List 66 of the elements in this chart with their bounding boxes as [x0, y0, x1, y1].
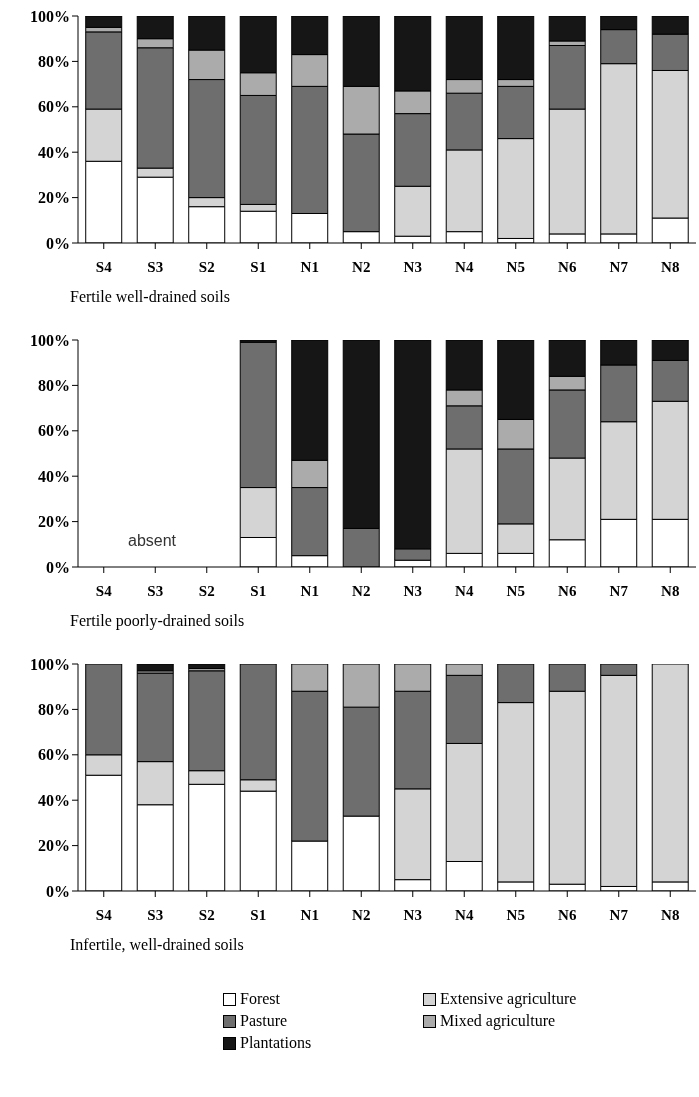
y-tick-label: 100% — [30, 331, 70, 349]
x-tick-label: N5 — [506, 582, 525, 599]
y-tick-label: 0% — [46, 558, 70, 576]
x-tick-label: S2 — [198, 582, 215, 599]
y-tick-label: 20% — [38, 513, 70, 531]
x-tick-label: N3 — [403, 258, 422, 275]
y-tick-label: 40% — [38, 791, 70, 809]
x-axis-title: Infertile, well-drained soils — [70, 936, 245, 955]
annotation: absent — [128, 532, 177, 550]
x-tick-label: N5 — [506, 906, 525, 923]
x-tick-label: S2 — [198, 258, 215, 275]
x-tick-label: S2 — [198, 906, 215, 923]
x-tick-label: N6 — [558, 906, 577, 923]
x-tick-label: N2 — [352, 906, 371, 923]
x-tick-label: S4 — [95, 258, 113, 275]
y-tick-label: 40% — [38, 467, 70, 485]
y-tick-label: 20% — [38, 189, 70, 207]
legend-label: Forest — [240, 990, 280, 1008]
x-tick-label: N3 — [403, 582, 422, 599]
x-tick-label: N4 — [455, 582, 474, 599]
x-tick-label: N8 — [661, 582, 680, 599]
y-tick-label: 60% — [38, 98, 70, 116]
y-tick-label: 100% — [30, 655, 70, 673]
x-tick-label: N8 — [661, 906, 680, 923]
x-tick-label: N1 — [300, 258, 319, 275]
x-tick-label: N1 — [300, 906, 319, 923]
y-tick-label: 80% — [38, 701, 70, 719]
legend-label: Mixed agriculture — [440, 1012, 556, 1030]
y-tick-label: 20% — [38, 837, 70, 855]
x-tick-label: S3 — [147, 258, 164, 275]
x-tick-label: S1 — [250, 258, 267, 275]
x-tick-label: S4 — [95, 582, 113, 599]
y-tick-label: 0% — [46, 882, 70, 900]
x-tick-label: S3 — [147, 906, 164, 923]
x-tick-label: N7 — [609, 258, 629, 275]
x-tick-label: S1 — [250, 906, 267, 923]
x-tick-label: S1 — [250, 582, 267, 599]
x-tick-label: N1 — [300, 582, 319, 599]
x-axis-title: Fertile poorly-drained soils — [70, 612, 246, 632]
x-axis-title: Fertile well-drained soils — [70, 288, 231, 307]
x-tick-label: N2 — [352, 258, 371, 275]
x-tick-label: N8 — [661, 258, 680, 275]
bar — [136, 664, 174, 672]
x-tick-label: N7 — [609, 906, 629, 923]
y-tick-label: 80% — [38, 377, 70, 395]
y-tick-label: 40% — [38, 143, 70, 161]
x-tick-label: N3 — [403, 906, 422, 923]
legend-label: Plantations — [240, 1034, 312, 1052]
y-tick-label: 80% — [38, 53, 70, 71]
y-tick-label: 0% — [46, 234, 70, 252]
x-tick-label: S3 — [147, 582, 164, 599]
x-tick-label: N5 — [506, 258, 525, 275]
bar — [188, 664, 226, 670]
x-tick-label: N2 — [352, 582, 371, 599]
x-tick-label: N4 — [455, 258, 474, 275]
x-tick-label: S4 — [95, 906, 113, 923]
y-tick-label: 100% — [30, 7, 70, 25]
x-tick-label: N6 — [558, 582, 577, 599]
bar — [548, 16, 586, 42]
legend-label: Pasture — [240, 1012, 288, 1030]
legend-label: Extensive agriculture — [440, 990, 577, 1008]
x-tick-label: N7 — [609, 582, 629, 599]
x-tick-label: N6 — [558, 258, 577, 275]
y-tick-label: 60% — [38, 422, 70, 440]
y-tick-label: 60% — [38, 746, 70, 764]
x-tick-label: N4 — [455, 906, 474, 923]
